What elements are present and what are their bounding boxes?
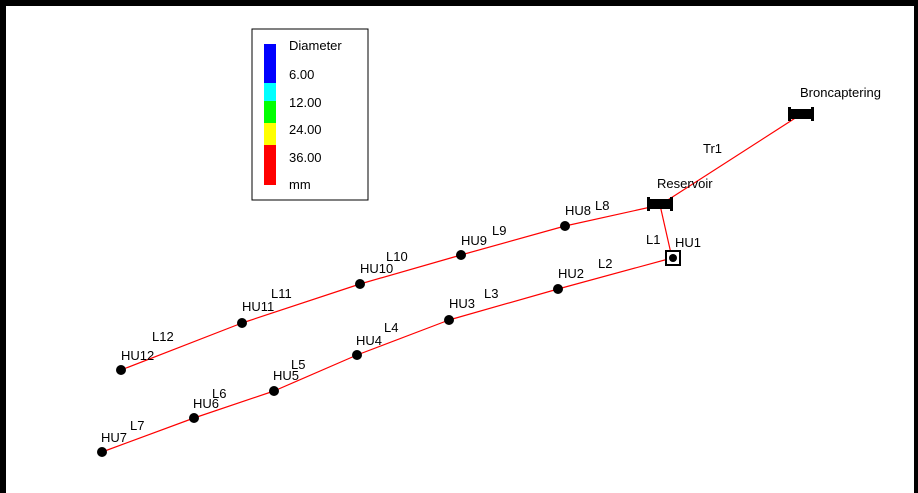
pipe-l12[interactable] [120,322,243,371]
junction-hu2[interactable] [553,284,563,294]
label-broncaptering: Broncaptering [800,85,881,100]
label-tr1: Tr1 [703,141,722,156]
label-hu11: HU11 [242,299,274,314]
junction-hu9[interactable] [456,250,466,260]
junction-hu12[interactable] [116,365,126,375]
junction-hu11[interactable] [237,318,247,328]
junction-hu8[interactable] [560,221,570,231]
pipe-tr1[interactable] [659,114,801,206]
pipes [101,114,801,453]
label-hu4: HU4 [356,333,382,348]
legend-swatch-36 [264,123,276,145]
junctions [97,221,570,457]
pipe-l4[interactable] [356,319,450,356]
legend-title: Diameter [289,38,342,53]
label-hu7: HU7 [101,430,127,445]
label-l4: L4 [384,320,398,335]
legend-swatch-mm [264,145,276,185]
label-l10: L10 [386,249,408,264]
junction-hu4[interactable] [352,350,362,360]
label-l6: L6 [212,386,226,401]
junction-hu6[interactable] [189,413,199,423]
label-l2: L2 [598,256,612,271]
label-hu10: HU10 [360,261,393,276]
legend-label-36: 36.00 [289,150,322,165]
label-hu3: HU3 [449,296,475,311]
label-l8: L8 [595,198,609,213]
label-l11: L11 [271,286,292,301]
label-hu2: HU2 [558,266,584,281]
pipe-l2[interactable] [557,257,673,290]
label-hu8: HU8 [565,203,591,218]
pipe-l6[interactable] [193,390,275,419]
junction-hu5[interactable] [269,386,279,396]
pipe-l5[interactable] [273,354,358,392]
legend-swatch-6 [264,61,276,83]
label-l1: L1 [646,232,660,247]
node-labels: Broncaptering Reservoir HU1 HU2 HU3 HU4 … [101,85,881,445]
label-hu6: HU6 [193,396,219,411]
pipe-l7[interactable] [101,417,195,453]
legend-swatch-top [264,44,276,61]
legend-label-12: 12.00 [289,95,322,110]
reservoir-tank[interactable] [647,197,673,211]
label-l3: L3 [484,286,498,301]
label-l12: L12 [152,329,174,344]
junction-hu7[interactable] [97,447,107,457]
legend-swatch-12 [264,83,276,101]
label-hu12: HU12 [121,348,154,363]
junction-hu10[interactable] [355,279,365,289]
legend-label-6: 6.00 [289,67,314,82]
label-l5: L5 [291,357,305,372]
label-l9: L9 [492,223,506,238]
pipe-l10[interactable] [359,254,462,285]
pipe-l11[interactable] [241,283,361,324]
label-reservoir: Reservoir [657,176,713,191]
legend-label-mm: mm [289,177,311,192]
pipe-l9[interactable] [460,225,566,256]
pipe-l8[interactable] [564,204,661,227]
label-hu9: HU9 [461,233,487,248]
label-hu1: HU1 [675,235,701,250]
label-hu5: HU5 [273,368,299,383]
pipe-l3[interactable] [448,288,559,321]
link-labels: Tr1 L1 L2 L3 L4 L5 L6 L7 L8 L9 L10 L11 L… [130,141,722,433]
junction-hu1[interactable] [665,250,681,266]
pipe-l1[interactable] [659,204,673,259]
diameter-legend[interactable]: Diameter 6.00 12.00 24.00 36.00 mm [251,28,369,201]
broncaptering-tank[interactable] [788,107,814,121]
legend-swatch-24 [264,101,276,123]
label-l7: L7 [130,418,144,433]
legend-label-24: 24.00 [289,122,322,137]
junction-hu3[interactable] [444,315,454,325]
